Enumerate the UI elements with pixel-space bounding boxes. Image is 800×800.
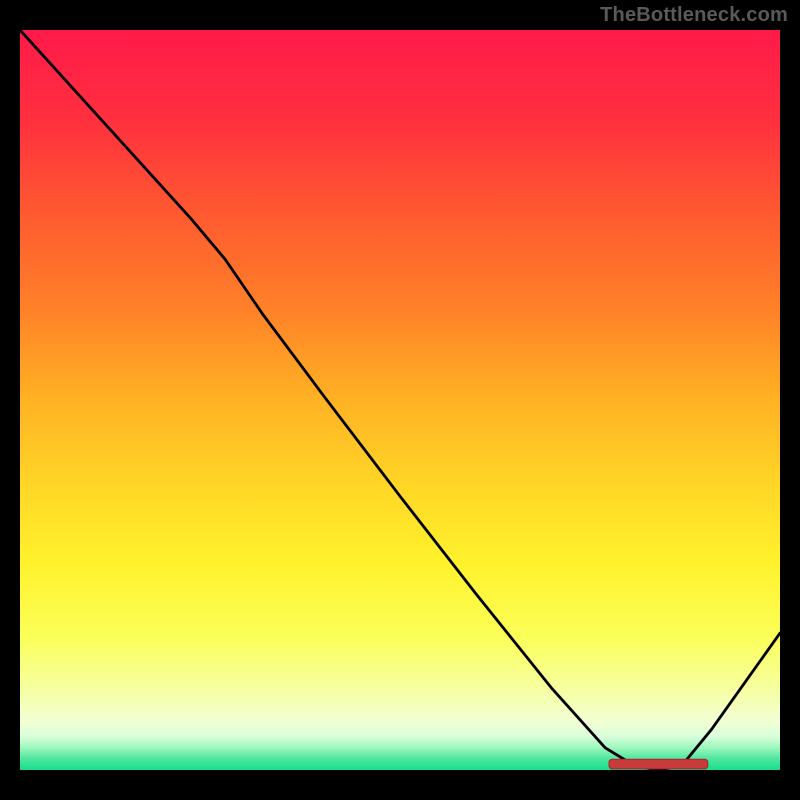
plot-background [20, 30, 780, 770]
bottleneck-chart: TheBottleneck.com [0, 0, 800, 800]
watermark-text: TheBottleneck.com [600, 4, 788, 27]
optimal-marker [609, 759, 708, 769]
chart-svg [0, 0, 800, 800]
